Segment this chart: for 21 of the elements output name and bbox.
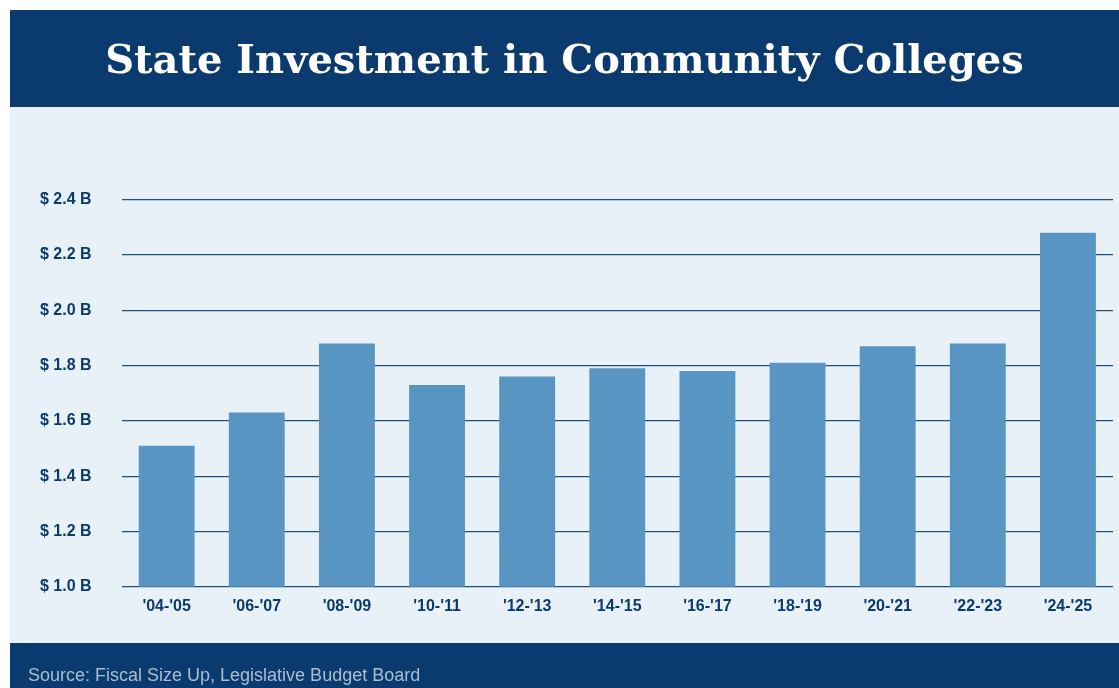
- y-tick-label: $ 2.2 B: [39, 245, 92, 263]
- y-tick-label: $ 2.0 B: [39, 300, 92, 318]
- y-tick-label: $ 2.4 B: [39, 190, 92, 208]
- x-tick-label: '24-'25: [1043, 596, 1093, 614]
- x-tick-label: '22-'23: [953, 596, 1003, 614]
- y-tick-label: $ 1.8 B: [39, 355, 92, 373]
- source-note: Source: Fiscal Size Up, Legislative Budget Board: [10, 643, 1119, 688]
- x-tick-label: '16-'17: [683, 596, 732, 614]
- x-tick-label: '18-'19: [773, 596, 822, 614]
- x-tick-label: '10-'11: [413, 596, 461, 614]
- x-tick-label: '12-'13: [502, 596, 552, 614]
- x-tick-label: '06-'07: [232, 596, 282, 614]
- y-tick-label: $ 1.6 B: [39, 411, 92, 429]
- x-tick-label: '20-'21: [863, 596, 913, 614]
- x-tick-label: '04-'05: [142, 596, 192, 614]
- y-tick-label: $ 1.0 B: [39, 577, 92, 595]
- chart-title: State Investment in Community Colleges: [10, 10, 1119, 107]
- y-tick-label: $ 1.4 B: [39, 466, 92, 484]
- y-tick-label: $ 1.2 B: [39, 521, 92, 539]
- x-tick-label: '08-'09: [322, 596, 372, 614]
- x-tick-label: '14-'15: [593, 596, 642, 614]
